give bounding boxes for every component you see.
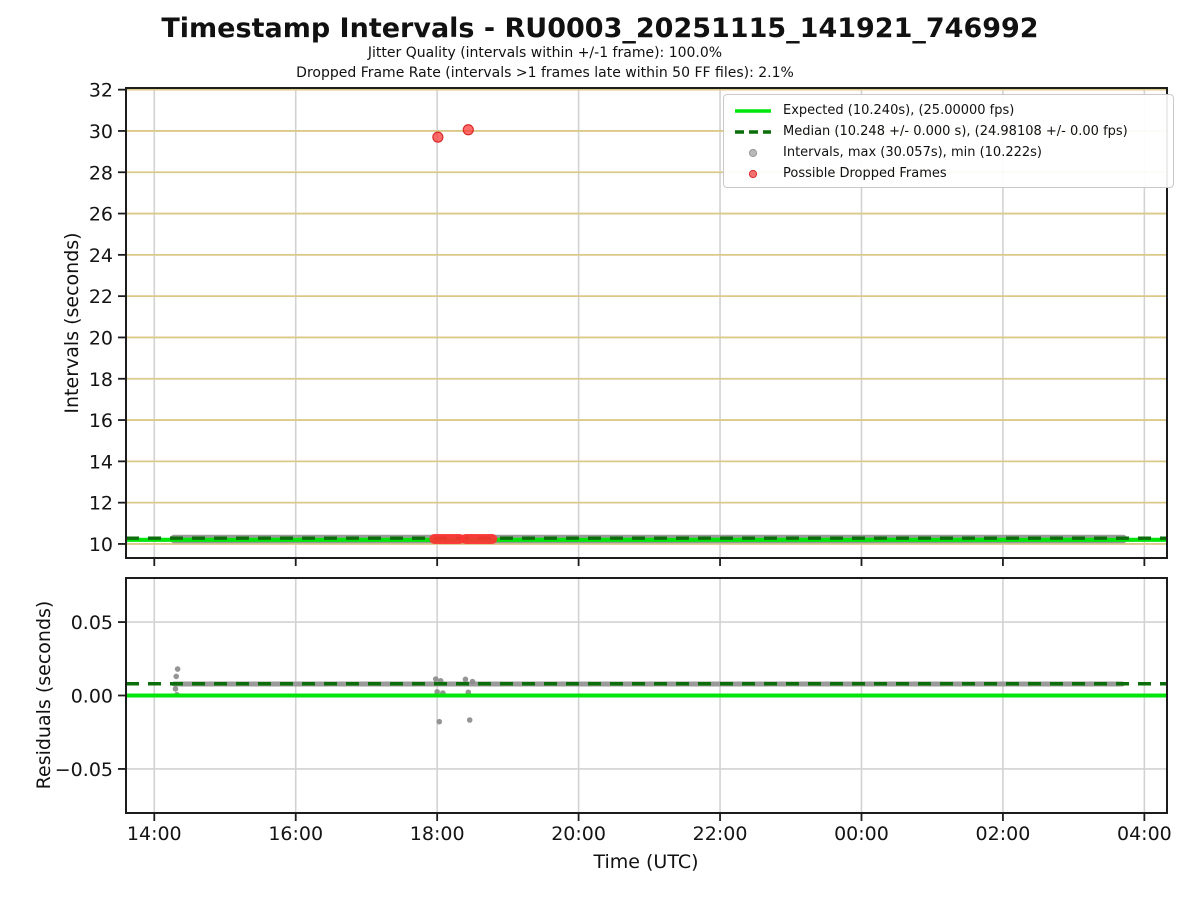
x-tick-label: 14:00	[127, 823, 182, 845]
legend-label-expected: Expected (10.240s), (25.00000 fps)	[783, 103, 1015, 118]
dropped-frame-point	[462, 124, 474, 136]
subtitle-dropped-frame-rate: Dropped Frame Rate (intervals >1 frames …	[296, 65, 794, 81]
legend-item-expected: Expected (10.240s), (25.00000 fps)	[732, 100, 1169, 121]
top-y-axis-label: Intervals (seconds)	[61, 232, 83, 414]
residual-point	[174, 666, 181, 672]
legend-item-median: Median (10.248 +/- 0.000 s), (24.98108 +…	[732, 121, 1169, 142]
subtitle-jitter-quality: Jitter Quality (intervals within +/-1 fr…	[367, 45, 723, 61]
y-tick-label-top: 22	[89, 286, 113, 308]
legend-label-median: Median (10.248 +/- 0.000 s), (24.98108 +…	[783, 124, 1128, 139]
legend-item-dropped: Possible Dropped Frames	[732, 163, 1169, 184]
legend-item-intervals: Intervals, max (30.057s), min (10.222s)	[732, 142, 1169, 163]
y-tick-label-bottom: 0.00	[71, 686, 113, 708]
y-tick-label-top: 18	[89, 369, 113, 391]
y-tick-label-bottom: 0.05	[71, 612, 113, 634]
x-tick-label: 18:00	[410, 823, 465, 845]
y-tick-label-top: 10	[89, 534, 113, 556]
residual-point	[466, 717, 473, 723]
y-tick-label-top: 20	[89, 327, 113, 349]
y-tick-label-bottom: −0.05	[55, 759, 113, 781]
median-line-swatch	[732, 128, 774, 136]
bottom-y-axis-label: Residuals (seconds)	[33, 600, 55, 790]
x-tick-label: 20:00	[551, 823, 606, 845]
residual-point	[469, 678, 476, 685]
chart-title: Timestamp Intervals - RU0003_20251115_14…	[161, 13, 1039, 44]
residual-point	[434, 689, 440, 695]
expected-line-swatch	[732, 107, 774, 115]
y-tick-label-top: 12	[89, 493, 113, 515]
residual-point	[173, 673, 180, 680]
y-tick-label-top: 32	[89, 80, 113, 102]
x-tick-label: 16:00	[268, 823, 323, 845]
y-tick-label-top: 16	[89, 410, 113, 432]
x-tick-label: 04:00	[1117, 823, 1172, 845]
y-tick-label-top: 24	[89, 245, 113, 267]
x-tick-label: 02:00	[976, 823, 1031, 845]
y-tick-label-top: 14	[89, 451, 113, 473]
residual-point	[436, 718, 443, 725]
top-axes-spines	[125, 87, 1168, 559]
intervals-dot-swatch	[732, 148, 774, 158]
dropped-dot-swatch	[732, 169, 774, 179]
residual-point	[462, 676, 469, 683]
x-tick-label: 00:00	[834, 823, 889, 845]
dropped-frame-point	[432, 131, 444, 143]
x-axis-label: Time (UTC)	[593, 851, 699, 873]
y-tick-label-top: 28	[89, 162, 113, 184]
x-tick-label: 22:00	[693, 823, 748, 845]
residual-point	[432, 676, 439, 682]
legend-label-dropped: Possible Dropped Frames	[783, 166, 947, 181]
y-tick-label-top: 30	[89, 121, 113, 143]
y-tick-label-top: 26	[89, 204, 113, 226]
legend-label-intervals: Intervals, max (30.057s), min (10.222s)	[783, 145, 1042, 160]
legend: Expected (10.240s), (25.00000 fps) Media…	[723, 94, 1174, 188]
residual-point	[172, 686, 179, 692]
